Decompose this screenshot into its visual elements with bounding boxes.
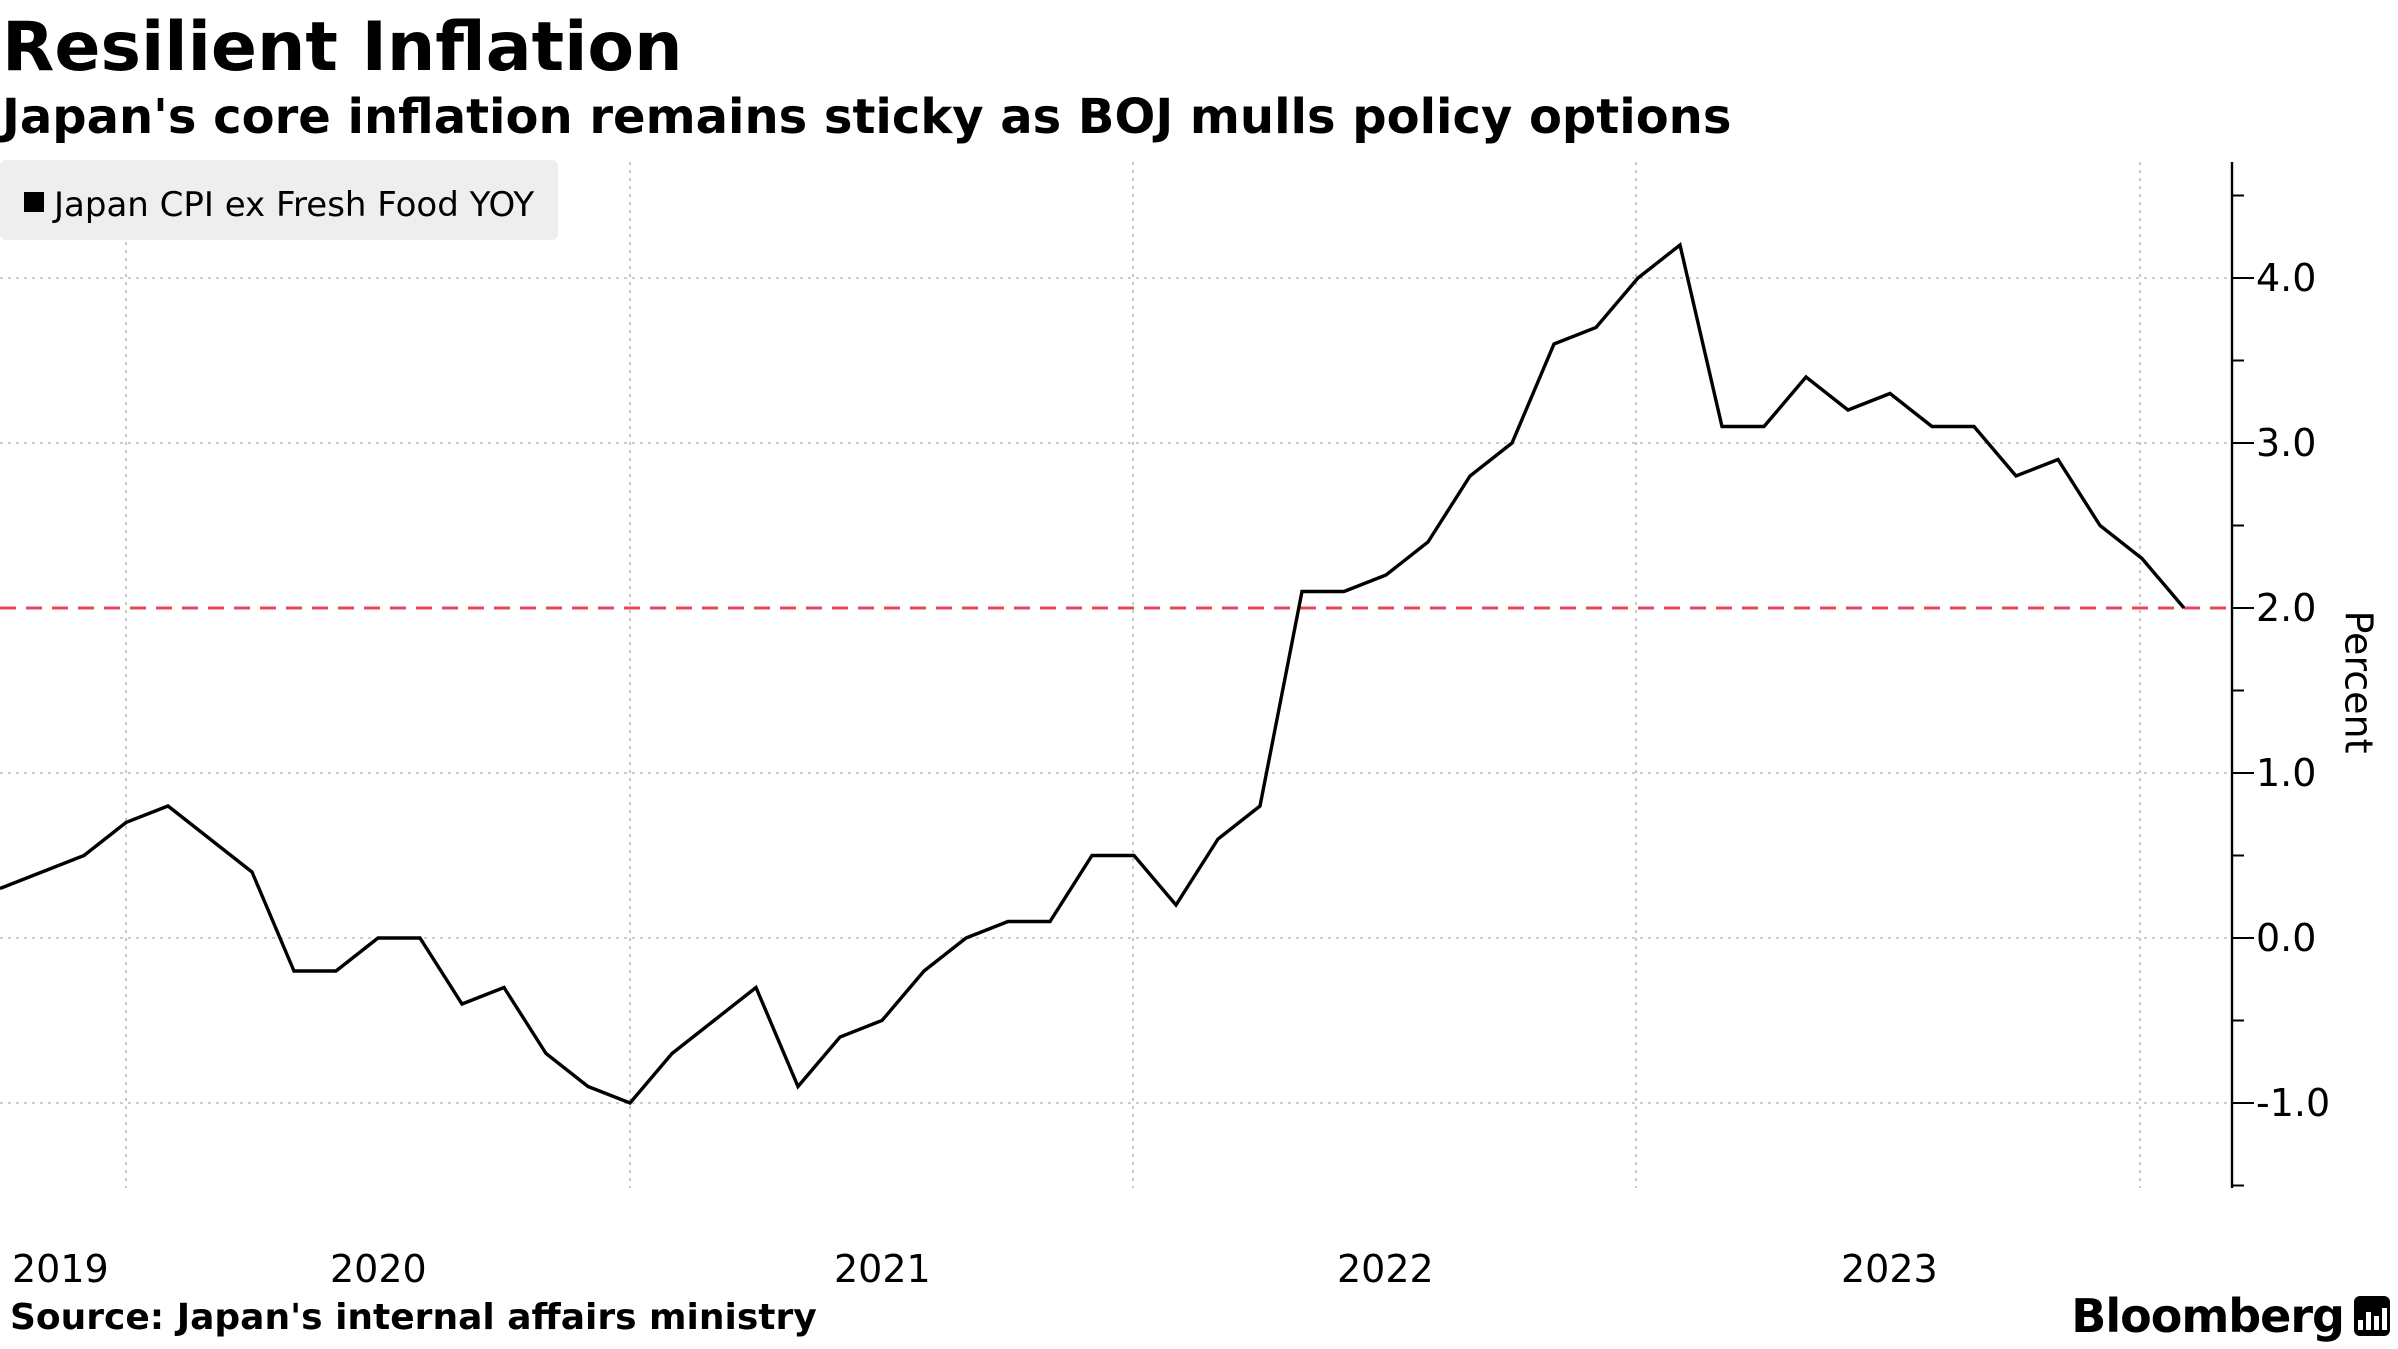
source-note: Source: Japan's internal affairs ministr… <box>10 1297 817 1338</box>
data-point <box>1133 855 1135 856</box>
x-year-label: 2022 <box>1337 1247 1434 1291</box>
x-year-label: 2021 <box>834 1247 931 1291</box>
data-point <box>125 822 127 823</box>
data-point <box>1427 541 1429 543</box>
y-axis-label: Percent <box>2337 611 2381 754</box>
data-point <box>1847 409 1849 411</box>
data-point <box>83 855 85 856</box>
data-point <box>1301 591 1303 592</box>
data-point <box>419 937 421 939</box>
data-point <box>1049 921 1051 922</box>
legend-background <box>0 160 558 240</box>
data-point <box>1007 921 1009 922</box>
data-point <box>671 1053 673 1054</box>
data-point <box>1889 393 1891 394</box>
x-axis-labels: 2019 2020 2021 2022 2023 <box>12 1247 1938 1291</box>
bloomberg-terminal-icon <box>2354 1296 2390 1336</box>
y-tick-label: 2.0 <box>2256 586 2316 630</box>
data-point <box>335 970 337 972</box>
data-point <box>1385 574 1387 576</box>
data-point <box>1259 805 1261 807</box>
series-line-core-cpi <box>0 242 2186 1106</box>
data-point <box>1973 426 1975 427</box>
brand-name: Bloomberg <box>2071 1289 2345 1343</box>
y-tick-label: 4.0 <box>2256 256 2316 300</box>
data-point <box>1091 855 1093 856</box>
data-point <box>41 871 43 873</box>
y-tick-label: 3.0 <box>2256 421 2316 465</box>
x-year-label: 2019 <box>12 1247 109 1291</box>
y-axis: -1.0 0.0 1.0 2.0 3.0 4.0 <box>2230 162 2330 1188</box>
chart-title: Resilient Inflation <box>2 8 683 87</box>
data-point <box>545 1053 547 1054</box>
grid-layer <box>0 162 2232 1188</box>
data-point <box>2057 459 2059 460</box>
data-point <box>587 1086 589 1087</box>
data-point <box>797 1086 799 1087</box>
x-year-label: 2023 <box>1841 1247 1938 1291</box>
data-point <box>881 1020 883 1021</box>
data-point <box>1595 327 1597 328</box>
data-point <box>1217 838 1219 840</box>
data-point <box>0 888 1 889</box>
bloomberg-brand: Bloomberg <box>2071 1288 2390 1344</box>
data-point <box>209 838 211 840</box>
legend: Japan CPI ex Fresh Food YOY <box>0 160 558 240</box>
data-point <box>839 1036 841 1038</box>
data-point <box>1679 244 1681 246</box>
data-point <box>2183 607 2185 609</box>
y-tick-label: 0.0 <box>2256 916 2316 960</box>
data-point <box>1511 442 1513 444</box>
data-point <box>713 1020 715 1021</box>
data-point <box>167 805 169 807</box>
data-point <box>2141 558 2143 559</box>
data-point <box>755 987 757 988</box>
data-point <box>1763 426 1765 427</box>
data-point <box>965 937 967 939</box>
data-point <box>2015 475 2017 477</box>
data-point <box>923 970 925 972</box>
y-tick-label: -1.0 <box>2256 1081 2330 1125</box>
x-year-label: 2020 <box>330 1247 427 1291</box>
legend-swatch <box>24 192 44 212</box>
data-point <box>1805 376 1807 378</box>
y-tick-label: 1.0 <box>2256 751 2316 795</box>
data-point <box>251 871 253 873</box>
data-point <box>2099 525 2101 526</box>
data-point <box>293 970 295 972</box>
data-point <box>1343 591 1345 592</box>
data-point <box>1469 475 1471 477</box>
data-point <box>461 1003 463 1005</box>
data-point <box>1553 343 1555 345</box>
series-layer <box>0 242 2186 1106</box>
data-point <box>1721 426 1723 427</box>
data-point <box>503 987 505 988</box>
data-point <box>629 1102 631 1104</box>
chart-subtitle: Japan's core inflation remains sticky as… <box>2 89 1732 145</box>
data-point <box>1175 904 1177 906</box>
data-point <box>1931 426 1933 427</box>
data-point <box>1637 277 1639 279</box>
data-point <box>377 937 379 939</box>
legend-label: Japan CPI ex Fresh Food YOY <box>52 185 534 225</box>
